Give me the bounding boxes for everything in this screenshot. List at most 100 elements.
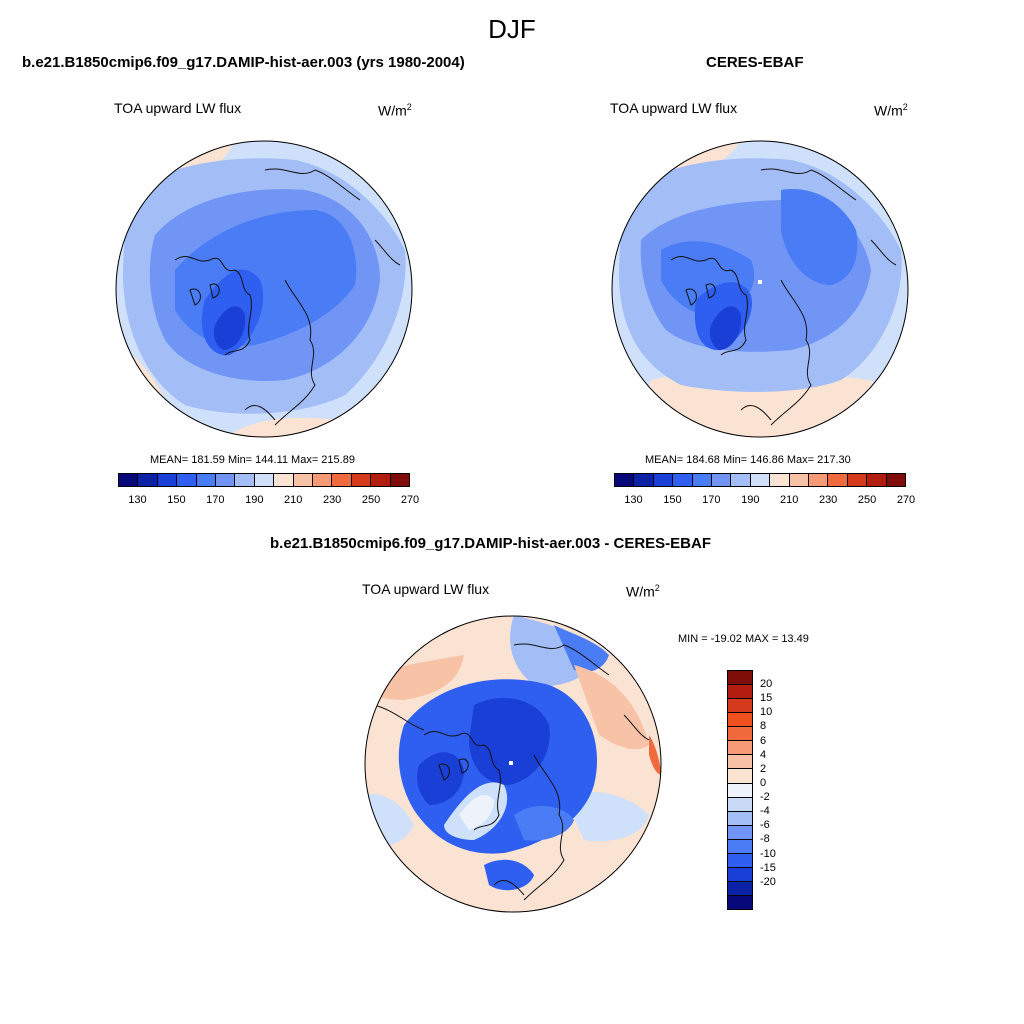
panel-left-colorbar-cell	[351, 474, 372, 486]
panel-diff-colorbar-cell	[728, 769, 752, 784]
panel-diff-colorbar-tick-label: 20	[760, 678, 773, 691]
panel-diff-colorbar-cell	[728, 811, 752, 826]
panel-right-colorbar-tick-label: 250	[857, 494, 877, 506]
panel-right-colorbar-cell	[750, 474, 771, 486]
panel-right-colorbar-tick-label: 210	[780, 494, 799, 506]
panel-left-title: b.e21.B1850cmip6.f09_g17.DAMIP-hist-aer.…	[22, 54, 465, 71]
panel-left-colorbar-cell	[196, 474, 217, 486]
panel-diff-colorbar-cell	[728, 783, 752, 798]
panel-right-colorbar-cell	[867, 474, 887, 486]
panel-left-colorbar-tick-label: 170	[206, 494, 225, 506]
panel-diff-colorbar-tick-label: 4	[760, 748, 767, 761]
panel-diff-colorbar-cell	[728, 741, 752, 756]
panel-right-colorbar-cell	[789, 474, 810, 486]
panel-diff-colorbar-tick-label: 0	[760, 776, 767, 789]
panel-right-colorbar-cell	[634, 474, 654, 486]
panel-left-colorbar-tick-label: 130	[128, 494, 147, 506]
panel-diff-colorbar-cell	[728, 881, 752, 896]
panel-diff-title: b.e21.B1850cmip6.f09_g17.DAMIP-hist-aer.…	[270, 535, 711, 552]
panel-diff-colorbar-tick-label: 2	[760, 762, 767, 775]
panel-right-colorbar-tick-label: 270	[896, 494, 916, 506]
panel-diff-colorbar	[727, 670, 753, 910]
panel-right-colorbar-cell	[809, 474, 829, 486]
panel-right-colorbar-tick-label: 170	[702, 494, 721, 506]
panel-diff-polar-map	[364, 615, 662, 913]
panel-left-stats: MEAN= 181.59 Min= 144.11 Max= 215.89	[150, 454, 355, 466]
panel-diff-colorbar-cell	[728, 713, 752, 728]
panel-diff-colorbar-tick-label: 6	[760, 734, 767, 747]
panel-left-colorbar-ticks: 130 150 170 190 210 230 250 270	[118, 494, 419, 508]
panel-left-colorbar-tick-label: 190	[245, 494, 264, 506]
panel-left-colorbar-cell	[177, 474, 197, 486]
panel-right-colorbar-cell	[692, 474, 713, 486]
panel-diff-colorbar-cell	[728, 671, 752, 686]
panel-diff-units: W/m2	[626, 583, 660, 600]
panel-left-colorbar-cell	[138, 474, 158, 486]
panel-left-colorbar-tick-label: 150	[167, 494, 186, 506]
panel-right-colorbar-cell	[712, 474, 732, 486]
panel-left-colorbar-cell	[119, 474, 139, 486]
panel-left-colorbar-cell	[313, 474, 333, 486]
panel-right-colorbar-cell	[731, 474, 751, 486]
panel-diff-colorbar-cell	[728, 685, 752, 700]
panel-left-colorbar-tick-label: 270	[400, 494, 420, 506]
panel-right-variable-label: TOA upward LW flux	[610, 100, 738, 116]
panel-left-colorbar	[118, 473, 410, 487]
panel-diff-colorbar-tick-label: 8	[760, 720, 767, 733]
panel-right-units: W/m2	[874, 102, 908, 119]
panel-diff-stats: MIN = -19.02 MAX = 13.49	[678, 633, 809, 645]
panel-right-colorbar-cell	[653, 474, 674, 486]
panel-diff-colorbar-cell	[728, 727, 752, 742]
panel-diff-colorbar-tick-label: -15	[760, 861, 776, 874]
panel-right-colorbar-tick-label: 230	[818, 494, 838, 506]
panel-diff-colorbar-cell	[728, 825, 752, 840]
panel-diff-colorbar-tick-label: -20	[760, 875, 776, 888]
panel-right-polar-map	[611, 140, 909, 438]
panel-diff-colorbar-cell	[728, 839, 752, 854]
panel-left-colorbar-cell	[274, 474, 294, 486]
panel-right-colorbar-cell	[770, 474, 790, 486]
panel-right-colorbar-tick-label: 190	[741, 494, 760, 506]
panel-right-title: CERES-EBAF	[706, 54, 804, 71]
panel-right-colorbar-cell	[828, 474, 848, 486]
panel-diff-colorbar-tick-label: 15	[760, 692, 773, 705]
panel-diff-colorbar-cell	[728, 853, 752, 868]
panel-diff-colorbar-tick-label: -4	[760, 805, 770, 818]
panel-diff-colorbar-cell	[728, 867, 752, 882]
panel-left-colorbar-cell	[293, 474, 314, 486]
panel-right-colorbar-cell	[615, 474, 635, 486]
panel-diff-colorbar-tick-label: -8	[760, 833, 770, 846]
panel-right-colorbar	[614, 473, 906, 487]
panel-right-colorbar-cell	[886, 474, 906, 486]
panel-diff-colorbar-tick-label: -2	[760, 791, 770, 804]
panel-left-colorbar-cell	[216, 474, 236, 486]
panel-diff-colorbar-cell	[728, 896, 752, 910]
panel-diff-colorbar-cell	[728, 755, 752, 770]
panel-right-colorbar-tick-label: 130	[624, 494, 643, 506]
panel-right-colorbar-cell	[847, 474, 868, 486]
panel-right-colorbar-cell	[673, 474, 693, 486]
panel-left-colorbar-cell	[371, 474, 391, 486]
panel-right-colorbar-tick-label: 150	[663, 494, 682, 506]
panel-diff-colorbar-tick-label: 10	[760, 706, 773, 719]
panel-left-variable-label: TOA upward LW flux	[114, 100, 242, 116]
panel-left-colorbar-tick-label: 210	[284, 494, 303, 506]
panel-left-colorbar-cell	[254, 474, 275, 486]
panel-right-stats: MEAN= 184.68 Min= 146.86 Max= 217.30	[645, 454, 851, 466]
panel-left-colorbar-cell	[390, 474, 410, 486]
panel-diff-colorbar-tick-label: -10	[760, 847, 776, 860]
panel-diff-colorbar-cell	[728, 797, 752, 812]
panel-diff-colorbar-ticks: 20 15 10 8 6 4 2 0 -2 -4 -6 -8 -10 -15 -20	[760, 670, 800, 910]
panel-left-colorbar-cell	[332, 474, 352, 486]
panel-left-colorbar-tick-label: 230	[322, 494, 342, 506]
main-title: DJF	[488, 14, 536, 44]
panel-left-units: W/m2	[378, 102, 412, 119]
panel-diff-variable-label: TOA upward LW flux	[362, 581, 490, 597]
panel-right-colorbar-ticks: 130 150 170 190 210 230 250 270	[614, 494, 915, 508]
panel-diff-colorbar-cell	[728, 699, 752, 714]
panel-diff-colorbar-tick-label: -6	[760, 819, 770, 832]
panel-left-colorbar-cell	[235, 474, 255, 486]
panel-left-polar-map	[115, 140, 413, 438]
panel-left-colorbar-cell	[157, 474, 178, 486]
panel-left-colorbar-tick-label: 250	[361, 494, 381, 506]
